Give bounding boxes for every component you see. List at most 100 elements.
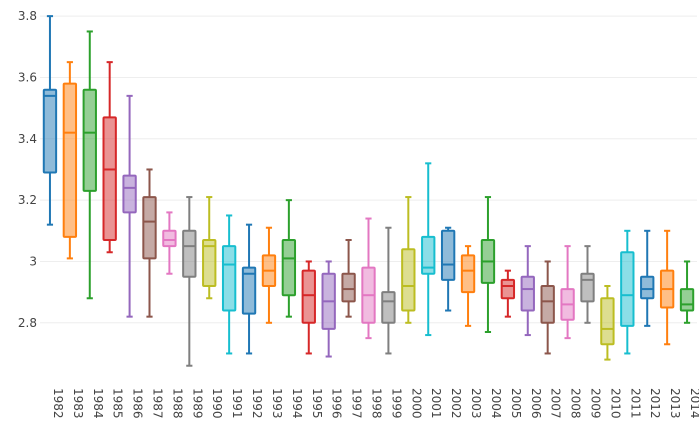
box-iqr [440, 229, 456, 281]
x-tick-label: 1987 [151, 388, 165, 419]
x-tick-label: 1989 [190, 388, 204, 419]
box-2010 [600, 285, 615, 361]
box-2003 [460, 245, 476, 327]
box-iqr [62, 82, 78, 238]
box-iqr [679, 288, 695, 312]
box-1999 [381, 226, 396, 355]
box-iqr [122, 174, 137, 214]
box-2014 [679, 260, 695, 324]
box-iqr [620, 251, 635, 327]
box-2006 [520, 245, 535, 337]
y-tick-label: 3.4 [18, 132, 37, 146]
x-tick-label: 2012 [648, 388, 662, 419]
box-1989 [182, 196, 197, 367]
box-iqr [221, 245, 237, 312]
x-tick-label: 1996 [330, 388, 344, 419]
box-iqr [341, 272, 356, 303]
box-iqr [460, 254, 476, 294]
x-tick-label: 1983 [71, 388, 85, 419]
box-iqr [600, 297, 615, 346]
x-tick-label: 1999 [389, 388, 403, 419]
box-iqr [42, 88, 58, 174]
box-iqr [580, 272, 595, 303]
x-tick-label: 2013 [668, 388, 682, 419]
box-2004 [480, 196, 496, 333]
box-1990 [202, 196, 217, 300]
box-iqr [381, 291, 396, 324]
box-iqr [202, 239, 217, 287]
x-tick-label: 2010 [608, 388, 622, 419]
x-tick-label: 2002 [449, 388, 463, 419]
x-tick-label: 1998 [370, 388, 384, 419]
box-iqr [281, 239, 297, 297]
box-2008 [560, 245, 575, 340]
box-2007 [540, 260, 555, 355]
x-tick-label: 2006 [529, 388, 543, 419]
x-tick-label: 2007 [549, 388, 563, 419]
box-iqr [500, 278, 516, 300]
x-tick-label: 2009 [589, 388, 603, 419]
x-tick-label: 1995 [310, 388, 324, 419]
y-tick-label: 3 [29, 254, 37, 268]
box-1997 [341, 239, 356, 318]
x-tick-label: 2008 [569, 388, 583, 419]
box-1992 [241, 223, 257, 355]
box-iqr [102, 116, 117, 241]
box-iqr [421, 235, 436, 275]
box-1982 [42, 15, 58, 226]
box-1994 [281, 199, 297, 318]
x-tick-label: 2004 [489, 388, 503, 419]
x-tick-label: 1993 [270, 388, 284, 419]
y-tick-label: 3.2 [18, 193, 37, 207]
x-tick-label: 1997 [350, 388, 364, 419]
box-1998 [361, 217, 376, 340]
box-iqr [640, 275, 655, 300]
box-iqr [142, 196, 157, 260]
box-iqr [540, 285, 555, 324]
x-tick-label: 1990 [210, 388, 224, 419]
box-2012 [640, 229, 655, 327]
box-2001 [421, 162, 436, 337]
box-series [42, 15, 695, 367]
x-tick-label: 2005 [509, 388, 523, 419]
x-tick-label: 1992 [250, 388, 264, 419]
box-1995 [301, 260, 316, 355]
box-1991 [221, 214, 237, 355]
box-1983 [62, 61, 78, 260]
x-tick-label: 2000 [409, 388, 423, 419]
box-iqr [162, 229, 177, 248]
x-tick-label: 1994 [290, 388, 304, 419]
x-tick-label: 1991 [230, 388, 244, 419]
y-tick-label: 3.8 [18, 9, 37, 23]
x-axis: 1982 1983 1984 1985 1986 1987 1988 1989 1990 1991… [51, 388, 699, 419]
x-tick-label: 1985 [111, 388, 125, 419]
box-2002 [440, 226, 456, 312]
box-1984 [82, 30, 97, 300]
box-1985 [102, 61, 117, 254]
box-1993 [261, 226, 277, 324]
x-tick-label: 1982 [51, 388, 65, 419]
y-tick-label: 2.8 [18, 316, 37, 330]
x-tick-label: 1986 [131, 388, 145, 419]
x-tick-label: 1988 [170, 388, 184, 419]
y-tick-label: 3.6 [18, 70, 37, 84]
box-iqr [401, 248, 416, 312]
x-tick-label: 2001 [429, 388, 443, 419]
box-iqr [182, 229, 197, 278]
x-tick-label: 2011 [628, 388, 642, 419]
box-iqr [82, 88, 97, 192]
y-axis: 2.8 3 3.2 3.4 3.6 3.8 [18, 9, 37, 330]
x-tick-label: 2014 [688, 388, 699, 419]
box-iqr [301, 269, 316, 324]
x-tick-label: 1984 [91, 388, 105, 419]
box-1986 [122, 94, 137, 318]
box-2005 [500, 269, 516, 318]
box-2000 [401, 196, 416, 324]
box-1996 [321, 260, 336, 358]
box-1987 [142, 168, 157, 318]
box-2011 [620, 229, 635, 355]
x-tick-label: 2003 [469, 388, 483, 419]
box-iqr [241, 266, 257, 315]
box-2013 [659, 229, 675, 346]
